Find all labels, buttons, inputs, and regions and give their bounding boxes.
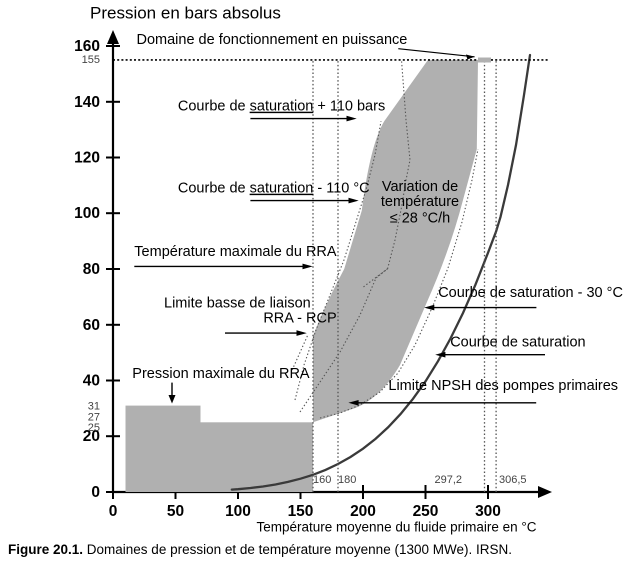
svg-text:297,2: 297,2 (434, 474, 462, 486)
svg-text:155: 155 (82, 54, 100, 66)
svg-text:140: 140 (74, 94, 100, 111)
svg-text:Température maximale du RRA: Température maximale du RRA (134, 244, 337, 260)
svg-text:160: 160 (74, 38, 100, 55)
svg-text:0: 0 (91, 484, 100, 501)
svg-text:RRA - RCP: RRA - RCP (263, 311, 336, 327)
svg-text:300: 300 (475, 503, 501, 520)
svg-text:200: 200 (350, 503, 376, 520)
svg-text:Courbe de saturation - 110 °C: Courbe de saturation - 110 °C (178, 181, 370, 197)
svg-text:25: 25 (88, 422, 100, 434)
svg-text:Courbe de saturation: Courbe de saturation (450, 335, 585, 351)
svg-text:250: 250 (413, 503, 439, 520)
svg-text:Pression en bars absolus: Pression en bars absolus (90, 4, 281, 23)
svg-text:Courbe de saturation - 30 °C: Courbe de saturation - 30 °C (438, 285, 623, 301)
svg-text:40: 40 (83, 373, 100, 390)
svg-text:306,5: 306,5 (499, 474, 527, 486)
svg-text:100: 100 (74, 205, 100, 222)
svg-text:80: 80 (83, 261, 100, 278)
svg-text:≤ 28 °C/h: ≤ 28 °C/h (390, 210, 451, 226)
svg-text:température: température (381, 194, 459, 210)
svg-text:180: 180 (338, 474, 356, 486)
svg-text:Figure 20.1. Domaines de press: Figure 20.1. Domaines de pression et de … (8, 542, 512, 557)
svg-text:Limite NPSH des pompes primair: Limite NPSH des pompes primaires (388, 378, 618, 394)
svg-text:Pression maximale du RRA: Pression maximale du RRA (132, 366, 310, 382)
svg-text:Domaine de fonctionnement en p: Domaine de fonctionnement en puissance (137, 32, 408, 48)
svg-text:Variation de: Variation de (382, 179, 458, 195)
svg-text:Température moyenne du fluide: Température moyenne du fluide primaire e… (257, 520, 537, 535)
svg-text:150: 150 (288, 503, 314, 520)
svg-text:Limite basse de liaison: Limite basse de liaison (164, 296, 311, 312)
svg-text:60: 60 (83, 317, 100, 334)
svg-text:50: 50 (167, 503, 184, 520)
svg-text:0: 0 (109, 503, 118, 520)
svg-text:Courbe de saturation + 110 bar: Courbe de saturation + 110 bars (178, 99, 385, 115)
svg-text:100: 100 (225, 503, 251, 520)
svg-text:160: 160 (313, 474, 331, 486)
svg-text:120: 120 (74, 150, 100, 167)
